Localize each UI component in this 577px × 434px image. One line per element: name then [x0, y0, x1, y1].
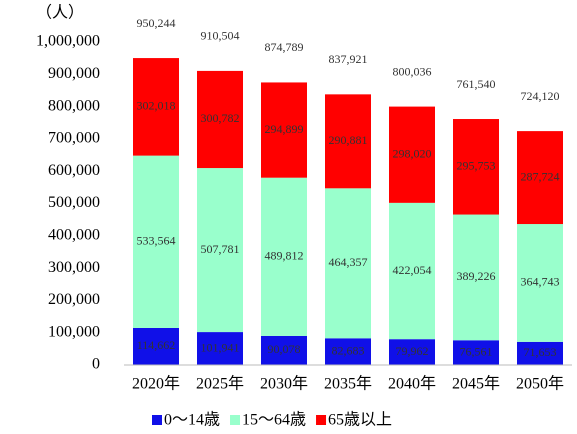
total-label: 874,789: [265, 40, 304, 54]
y-tick-label: 400,000: [48, 226, 100, 243]
bar-segment: [389, 202, 435, 340]
data-label: 71,653: [524, 345, 557, 359]
data-label: 114,662: [137, 338, 176, 352]
bar-segment: [197, 70, 243, 169]
data-label: 90,078: [268, 342, 301, 356]
y-tick-label: 200,000: [48, 291, 100, 308]
y-tick-label: 900,000: [48, 65, 100, 82]
bar-segment: [453, 340, 499, 365]
y-axis-label: （人）: [36, 4, 84, 22]
data-label: 287,724: [521, 169, 560, 183]
bar-segment: [325, 338, 371, 365]
y-tick-label: 1,000,000: [36, 33, 100, 50]
legend-swatch: [316, 415, 327, 425]
total-label: 724,120: [521, 89, 560, 103]
total-label: 950,244: [137, 16, 176, 30]
y-tick-label: 500,000: [48, 194, 100, 211]
legend-label: 15〜64歳: [242, 411, 306, 429]
bar-segment: [517, 341, 563, 365]
data-label: 76,561: [460, 344, 493, 358]
bar-segment: [197, 332, 243, 365]
total-label: 837,921: [329, 52, 368, 66]
data-label: 82,683: [332, 343, 365, 357]
x-tick-label: 2030年: [260, 375, 308, 393]
bar-segment: [325, 188, 371, 339]
bar-segment: [453, 214, 499, 341]
data-label: 464,357: [329, 255, 368, 269]
y-tick-label: 0: [92, 356, 100, 373]
bar-segment: [261, 335, 307, 365]
x-tick-label: 2025年: [196, 375, 244, 393]
legend-swatch: [230, 415, 241, 425]
bar-segment: [517, 131, 563, 225]
y-tick-label: 100,000: [48, 323, 100, 340]
bar-segment: [517, 224, 563, 342]
data-label: 302,018: [137, 99, 176, 113]
legend-swatch: [152, 415, 162, 425]
data-label: 389,226: [457, 269, 496, 283]
bar-segment: [325, 94, 371, 189]
y-tick-label: 300,000: [48, 259, 100, 276]
data-label: 298,020: [393, 146, 432, 160]
y-tick-label: 600,000: [48, 162, 100, 179]
bar-segment: [261, 177, 307, 336]
bar-segment: [197, 168, 243, 333]
x-tick-label: 2045年: [452, 375, 500, 393]
total-label: 761,540: [457, 77, 496, 91]
data-label: 533,564: [137, 234, 176, 248]
data-label: 300,782: [201, 111, 240, 125]
data-label: 489,812: [265, 249, 304, 263]
x-tick-label: 2035年: [324, 375, 372, 393]
data-label: 79,962: [396, 344, 429, 358]
data-label: 290,881: [329, 133, 368, 147]
bar-segment: [133, 155, 179, 328]
data-label: 295,753: [457, 159, 496, 173]
data-label: 422,054: [393, 263, 432, 277]
bar-segment: [133, 58, 179, 156]
data-label: 294,899: [265, 122, 304, 136]
bar-segment: [133, 327, 179, 365]
bar-segment: [389, 106, 435, 203]
legend-label: 0〜14歳: [164, 411, 220, 429]
bar-segment: [389, 339, 435, 365]
data-label: 364,743: [521, 275, 560, 289]
x-tick-label: 2050年: [516, 375, 564, 393]
total-label: 800,036: [393, 64, 432, 78]
data-label: 101,941: [201, 340, 240, 354]
data-label: 507,781: [201, 242, 240, 256]
x-tick-label: 2020年: [132, 375, 180, 393]
legend-label: 65歳以上: [328, 411, 392, 429]
total-label: 910,504: [201, 29, 240, 43]
bar-segment: [453, 119, 499, 215]
y-tick-label: 700,000: [48, 130, 100, 147]
x-tick-label: 2040年: [388, 375, 436, 393]
y-tick-label: 800,000: [48, 97, 100, 114]
bar-segment: [261, 82, 307, 178]
